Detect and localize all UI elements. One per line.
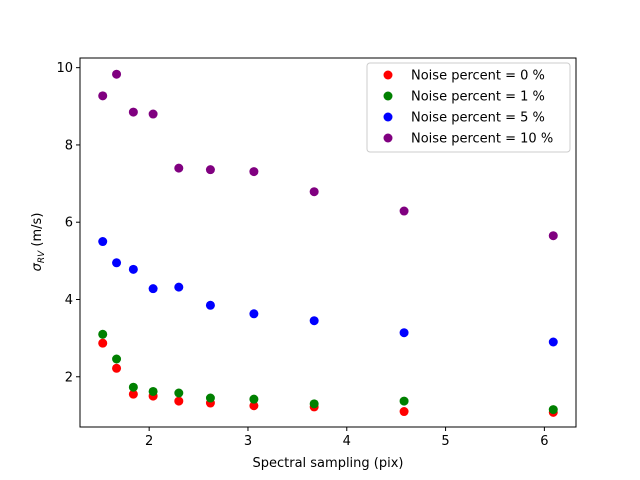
y-axis-label-symbol: σ xyxy=(30,262,45,271)
data-point-series-2 xyxy=(98,237,108,247)
y-axis-label-unit: (m/s) xyxy=(30,213,45,251)
x-tick-label: 6 xyxy=(540,434,548,449)
data-point-series-2 xyxy=(148,284,158,294)
data-point-series-1 xyxy=(174,388,184,398)
x-tick-label: 3 xyxy=(244,434,252,449)
data-point-series-2 xyxy=(174,282,184,292)
data-point-series-1 xyxy=(148,386,158,396)
y-axis-label-subscript: RV xyxy=(37,250,47,263)
data-point-series-1 xyxy=(98,329,108,339)
y-tick-label: 10 xyxy=(56,61,73,76)
data-point-series-2 xyxy=(128,264,138,274)
legend-label: Noise percent = 1 % xyxy=(411,90,545,105)
data-point-series-3 xyxy=(98,91,108,101)
data-point-series-3 xyxy=(112,69,122,79)
x-tick-label: 2 xyxy=(145,434,153,449)
data-point-series-3 xyxy=(148,109,158,119)
data-point-series-3 xyxy=(399,206,409,216)
data-point-series-1 xyxy=(399,396,409,406)
x-tick-label: 4 xyxy=(343,434,351,449)
y-axis: 2 4 6 8 10 xyxy=(56,61,80,385)
data-point-series-3 xyxy=(548,231,558,241)
legend-marker xyxy=(383,70,393,80)
y-axis-label: σRV (m/s) xyxy=(30,213,47,272)
legend-label: Noise percent = 10 % xyxy=(411,132,553,147)
data-point-series-1 xyxy=(249,394,259,404)
data-point-series-0 xyxy=(112,363,122,373)
axes-frame xyxy=(79,57,577,428)
data-point-series-3 xyxy=(174,163,184,173)
legend-label: Noise percent = 0 % xyxy=(411,69,545,84)
legend-box xyxy=(366,62,571,153)
x-tick-label: 5 xyxy=(441,434,449,449)
data-point-series-3 xyxy=(128,107,138,117)
data-point-series-2 xyxy=(112,258,122,268)
data-point-series-2 xyxy=(548,337,558,347)
y-tick-label: 4 xyxy=(65,293,73,308)
legend: Noise percent = 0 % Noise percent = 1 % No… xyxy=(366,62,571,153)
data-point-series-1 xyxy=(112,354,122,364)
data-point-series-0 xyxy=(249,401,259,411)
legend-marker xyxy=(383,91,393,101)
data-point-series-2 xyxy=(309,316,319,326)
data-point-series-1 xyxy=(309,399,319,409)
data-point-series-1 xyxy=(548,405,558,415)
data-point-series-3 xyxy=(205,165,215,175)
legend-label: Noise percent = 5 % xyxy=(411,111,545,126)
data-points xyxy=(98,69,558,417)
data-point-series-2 xyxy=(399,328,409,338)
y-tick-label: 8 xyxy=(65,138,73,153)
data-point-series-3 xyxy=(309,187,319,197)
y-tick-label: 6 xyxy=(65,216,73,231)
data-point-series-0 xyxy=(399,407,409,417)
legend-marker xyxy=(383,133,393,143)
data-point-series-3 xyxy=(249,167,259,177)
data-point-series-2 xyxy=(205,300,215,310)
x-axis: 2 3 4 5 6 xyxy=(145,427,549,449)
data-point-series-1 xyxy=(128,382,138,392)
y-tick-label: 2 xyxy=(65,370,73,385)
data-point-series-1 xyxy=(205,393,215,403)
data-point-series-0 xyxy=(174,396,184,406)
data-point-series-0 xyxy=(98,338,108,348)
data-point-series-2 xyxy=(249,309,259,319)
data-point-series-0 xyxy=(128,389,138,399)
x-axis-label: Spectral sampling (pix) xyxy=(252,456,403,471)
legend-marker xyxy=(383,112,393,122)
